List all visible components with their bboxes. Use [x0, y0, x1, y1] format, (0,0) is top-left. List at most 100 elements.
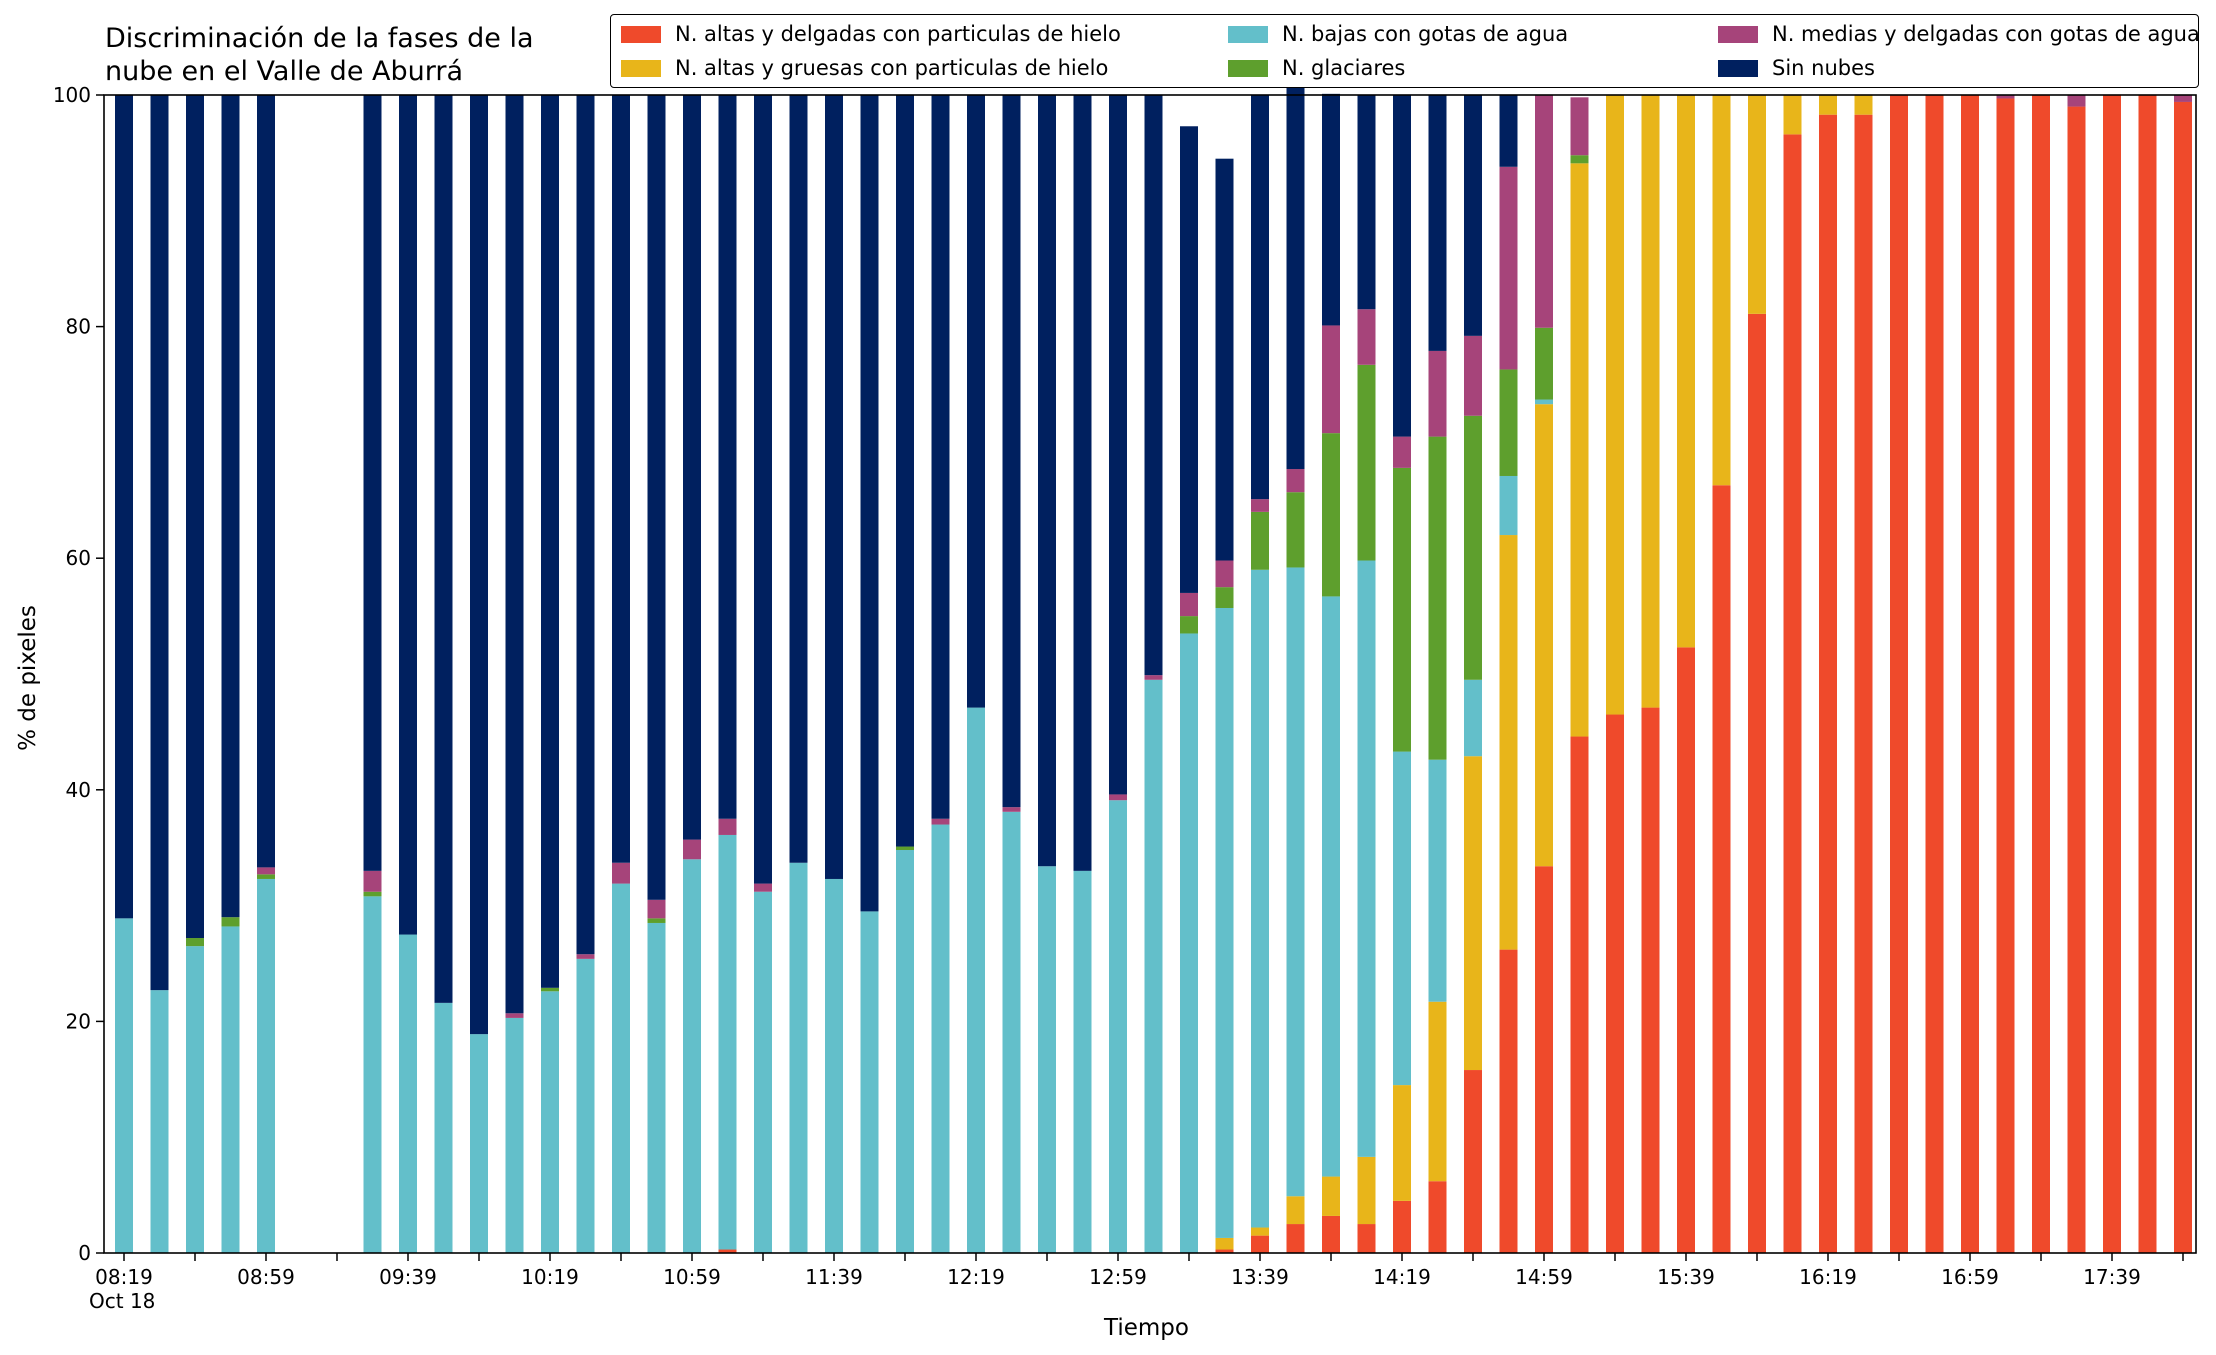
- bar-segment-s2-t7: [363, 896, 382, 1253]
- x-tick-label-11: 15:39: [1657, 1265, 1715, 1289]
- bar-segment-s0-t39: [1499, 949, 1518, 1253]
- legend-item-5: Sin nubes: [1718, 53, 1875, 83]
- bar-segment-s4-t23: [931, 818, 950, 825]
- legend-label-2: N. bajas con gotas de agua: [1282, 22, 1569, 46]
- x-tick-label-1: 08:59: [237, 1265, 295, 1289]
- bar-segment-s0-t48: [1819, 114, 1837, 1253]
- bar-segment-s4-t25: [1002, 807, 1021, 812]
- bar-segment-s2-t0: [115, 918, 133, 1253]
- bar-segment-s0-t49: [1854, 114, 1873, 1253]
- bar-segment-s5-t2: [186, 95, 204, 939]
- y-tick-label-5: 100: [53, 83, 91, 107]
- bar-segment-s5-t11: [505, 95, 524, 1014]
- bar-segment-s2-t40: [1535, 399, 1553, 405]
- bar-segment-s5-t23: [931, 95, 950, 819]
- bar-segment-s5-t9: [434, 95, 453, 1003]
- bar-segment-s3-t2: [186, 938, 204, 947]
- bar-segment-s2-t28: [1109, 800, 1127, 1253]
- bar-segment-s0-t46: [1748, 313, 1766, 1253]
- bar-segment-s0-t34: [1322, 1215, 1340, 1253]
- bar-segment-s3-t41: [1570, 155, 1589, 164]
- y-axis-title: % de pixeles: [15, 605, 41, 751]
- x-date-label: Oct 18: [89, 1289, 155, 1313]
- bar-segment-s2-t23: [931, 824, 950, 1253]
- legend-swatch-0: [621, 25, 661, 43]
- bar-segment-s0-t37: [1428, 1181, 1447, 1253]
- bar-segment-s5-t1: [150, 95, 169, 991]
- bar-segment-s3-t7: [363, 891, 382, 897]
- bar-segment-s4-t58: [2174, 95, 2192, 102]
- bar-segment-s4-t13: [576, 954, 595, 959]
- bar-segment-s2-t33: [1286, 567, 1305, 1197]
- legend-swatch-3: [1228, 59, 1268, 77]
- bar-segment-s0-t55: [2067, 106, 2086, 1254]
- legend: N. altas y delgadas con particulas de hi…: [610, 14, 2200, 88]
- bar-segment-s4-t18: [754, 883, 772, 892]
- bar-segment-s2-t10: [470, 1034, 488, 1253]
- bar-segment-s2-t1: [150, 990, 169, 1253]
- bar-segment-s3-t4: [257, 874, 275, 879]
- bar-segment-s4-t32: [1251, 499, 1269, 512]
- bar-segment-s2-t21: [860, 911, 879, 1253]
- bar-segment-s4-t16: [683, 839, 701, 860]
- bar-segment-s5-t19: [789, 95, 808, 863]
- bar-segment-s0-t44: [1677, 647, 1695, 1253]
- bar-segment-s1-t49: [1854, 95, 1873, 115]
- bar-segment-s2-t38: [1464, 679, 1482, 757]
- bar-segment-s2-t8: [399, 934, 417, 1253]
- chart-title-line-2: nube en el Valle de Aburrá: [105, 56, 464, 87]
- x-tick-label-4: 10:59: [663, 1265, 721, 1289]
- bar-segment-s2-t17: [718, 834, 737, 1250]
- legend-swatch-1: [621, 59, 661, 77]
- legend-label-3: N. glaciares: [1282, 56, 1406, 80]
- bar-segment-s1-t41: [1570, 163, 1589, 737]
- bar-segment-s4-t41: [1570, 97, 1589, 156]
- bar-segment-s0-t54: [2032, 95, 2050, 1253]
- bar-segment-s5-t30: [1180, 126, 1198, 593]
- bar-segment-s2-t4: [257, 878, 275, 1253]
- bar-segment-s2-t16: [683, 859, 701, 1253]
- bar-segment-s1-t45: [1712, 95, 1731, 486]
- bar-segment-s1-t42: [1606, 95, 1624, 715]
- bar-segment-s5-t0: [115, 95, 133, 919]
- bar-segment-s0-t40: [1535, 866, 1553, 1253]
- bar-segment-s1-t35: [1357, 1156, 1376, 1225]
- bar-segment-s5-t36: [1393, 95, 1411, 437]
- x-tick-label-2: 09:39: [379, 1265, 437, 1289]
- x-tick-label-8: 13:39: [1231, 1265, 1289, 1289]
- bar-segment-s1-t33: [1286, 1196, 1305, 1225]
- bar-segment-s5-t18: [754, 95, 772, 884]
- bar-segment-s5-t34: [1322, 93, 1340, 326]
- bar-segment-s0-t52: [1961, 95, 1979, 1253]
- bar-segment-s2-t20: [825, 878, 843, 1253]
- bar-segment-s5-t20: [825, 95, 843, 879]
- bar-segment-s1-t46: [1748, 95, 1766, 314]
- bar-segment-s5-t8: [399, 95, 417, 935]
- bar-segment-s2-t3: [221, 926, 240, 1253]
- bar-segment-s3-t30: [1180, 616, 1198, 634]
- x-tick-label-6: 12:19: [947, 1265, 1005, 1289]
- legend-label-1: N. altas y gruesas con particulas de hie…: [675, 56, 1109, 80]
- bar-segment-s5-t33: [1286, 86, 1305, 470]
- bar-segment-s3-t35: [1357, 364, 1376, 561]
- bar-segment-s2-t30: [1180, 633, 1198, 1253]
- bar-segment-s2-t18: [754, 891, 772, 1253]
- bar-segment-s1-t39: [1499, 535, 1518, 950]
- bar-segment-s5-t17: [718, 95, 737, 819]
- chart-title: Discriminación de la fases de la nube en…: [105, 22, 534, 88]
- legend-item-1: N. altas y gruesas con particulas de hie…: [621, 53, 1108, 83]
- bar-segment-s2-t9: [434, 1002, 453, 1253]
- bar-segment-s5-t24: [967, 95, 985, 708]
- bars-layer: [115, 86, 2192, 1254]
- legend-label-5: Sin nubes: [1772, 56, 1875, 80]
- bar-segment-s4-t36: [1393, 436, 1411, 468]
- legend-item-4: N. medias y delgadas con gotas de agua: [1718, 19, 2200, 49]
- bar-segment-s2-t31: [1215, 607, 1234, 1238]
- y-tick-label-0: 0: [78, 1241, 91, 1265]
- bar-segment-s3-t32: [1251, 511, 1269, 570]
- bar-segment-s0-t51: [1925, 95, 1944, 1253]
- bar-segment-s0-t33: [1286, 1224, 1305, 1253]
- legend-label-4: N. medias y delgadas con gotas de agua: [1772, 22, 2200, 46]
- bar-segment-s0-t57: [2138, 95, 2157, 1253]
- bar-segment-s5-t22: [896, 95, 914, 847]
